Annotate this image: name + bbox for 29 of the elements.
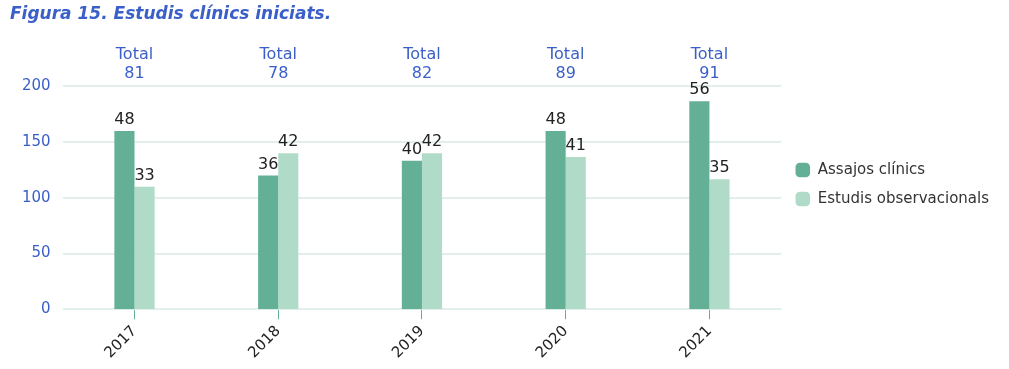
y-tick-label: 150 <box>21 132 51 151</box>
bar <box>258 175 279 310</box>
data-label: 40 <box>401 138 423 158</box>
data-label: 36 <box>257 153 279 173</box>
y-tick-label: 0 <box>41 299 51 318</box>
data-label: 48 <box>545 109 566 129</box>
data-label: 42 <box>278 131 299 151</box>
data-label: 42 <box>421 131 443 151</box>
chart-title: Figura 15. Estudis clínics iniciats. <box>10 2 332 23</box>
y-tick-label: 200 <box>21 76 51 95</box>
bar <box>421 153 443 310</box>
bar <box>565 156 586 310</box>
legend-label: Estudis observacionals <box>817 188 990 207</box>
y-tick-label: 50 <box>31 243 51 262</box>
text: Total 82 <box>402 44 441 83</box>
bar <box>709 179 730 310</box>
bar <box>689 101 710 310</box>
data-label: 48 <box>114 109 135 129</box>
legend-label: Assajos clínics <box>817 159 926 178</box>
data-label: 33 <box>134 164 155 184</box>
bar <box>114 130 135 310</box>
bar <box>134 186 155 310</box>
y-tick-label: 100 <box>21 187 51 206</box>
text: Total 81 <box>114 44 154 83</box>
text: Total 78 <box>258 44 297 83</box>
bar <box>278 153 299 310</box>
text: Total 89 <box>546 44 585 83</box>
data-label: 41 <box>565 135 586 155</box>
data-label: 35 <box>709 157 730 177</box>
